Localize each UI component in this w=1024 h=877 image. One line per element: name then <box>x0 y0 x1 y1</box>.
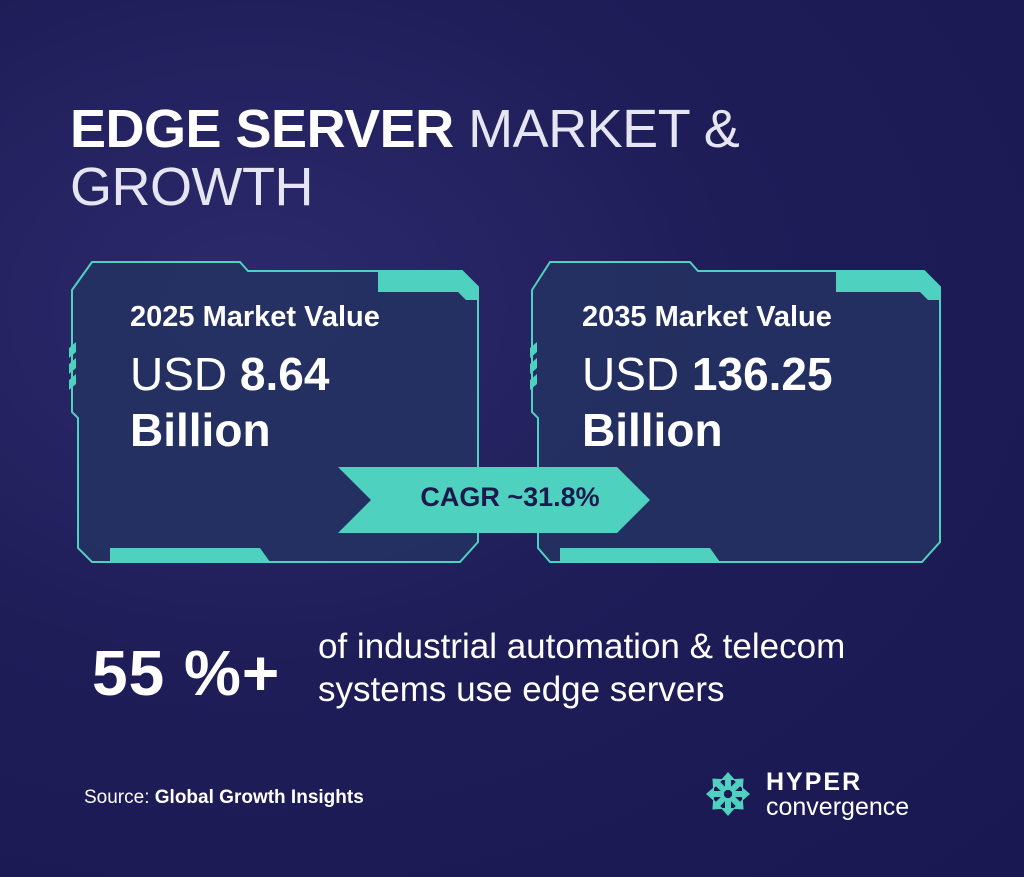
card-2035-label: 2035 Market Value <box>582 301 832 333</box>
card-2035-side-stripes <box>530 342 537 390</box>
card-2025-currency: USD <box>130 348 228 400</box>
card-2025-value: USD 8.64 Billion <box>130 346 380 458</box>
card-2025-bottom-accent <box>110 548 270 562</box>
source-prefix: Source: <box>84 787 150 808</box>
card-2025-side-stripes <box>69 342 76 390</box>
card-2035-currency: USD <box>582 348 680 400</box>
card-2035-bottom-accent <box>560 548 720 562</box>
title-light: MARKET & GROWTH <box>70 99 740 217</box>
snowflake-arrows-icon <box>706 772 750 816</box>
card-2035-top-accent <box>836 271 940 300</box>
source-credit: Source: Global Growth Insights <box>84 787 364 809</box>
card-2025: 2025 Market Value USD 8.64 Billion <box>130 301 380 458</box>
logo-line1: HYPER <box>766 768 863 796</box>
card-2025-unit: Billion <box>130 404 271 456</box>
source-name: Global Growth Insights <box>154 787 364 808</box>
page-title: EDGE SERVER MARKET & GROWTH <box>70 100 830 216</box>
cagr-arrow <box>338 467 650 533</box>
logo-line2: convergence <box>766 793 910 821</box>
stat-description: of industrial automation & telecom syste… <box>318 627 846 709</box>
stat-value: 55 %+ <box>92 637 281 709</box>
card-2035: 2035 Market Value USD 136.25 Billion <box>582 301 833 458</box>
title-bold: EDGE SERVER <box>70 99 454 159</box>
card-2035-amount: 136.25 <box>691 348 833 400</box>
card-2025-label: 2025 Market Value <box>130 301 380 333</box>
card-2035-unit: Billion <box>582 404 723 456</box>
card-2035-value: USD 136.25 Billion <box>582 346 833 458</box>
cagr-label: CAGR ~31.8% <box>420 482 600 512</box>
card-2025-amount: 8.64 <box>239 348 330 400</box>
card-2025-top-accent <box>378 271 478 300</box>
